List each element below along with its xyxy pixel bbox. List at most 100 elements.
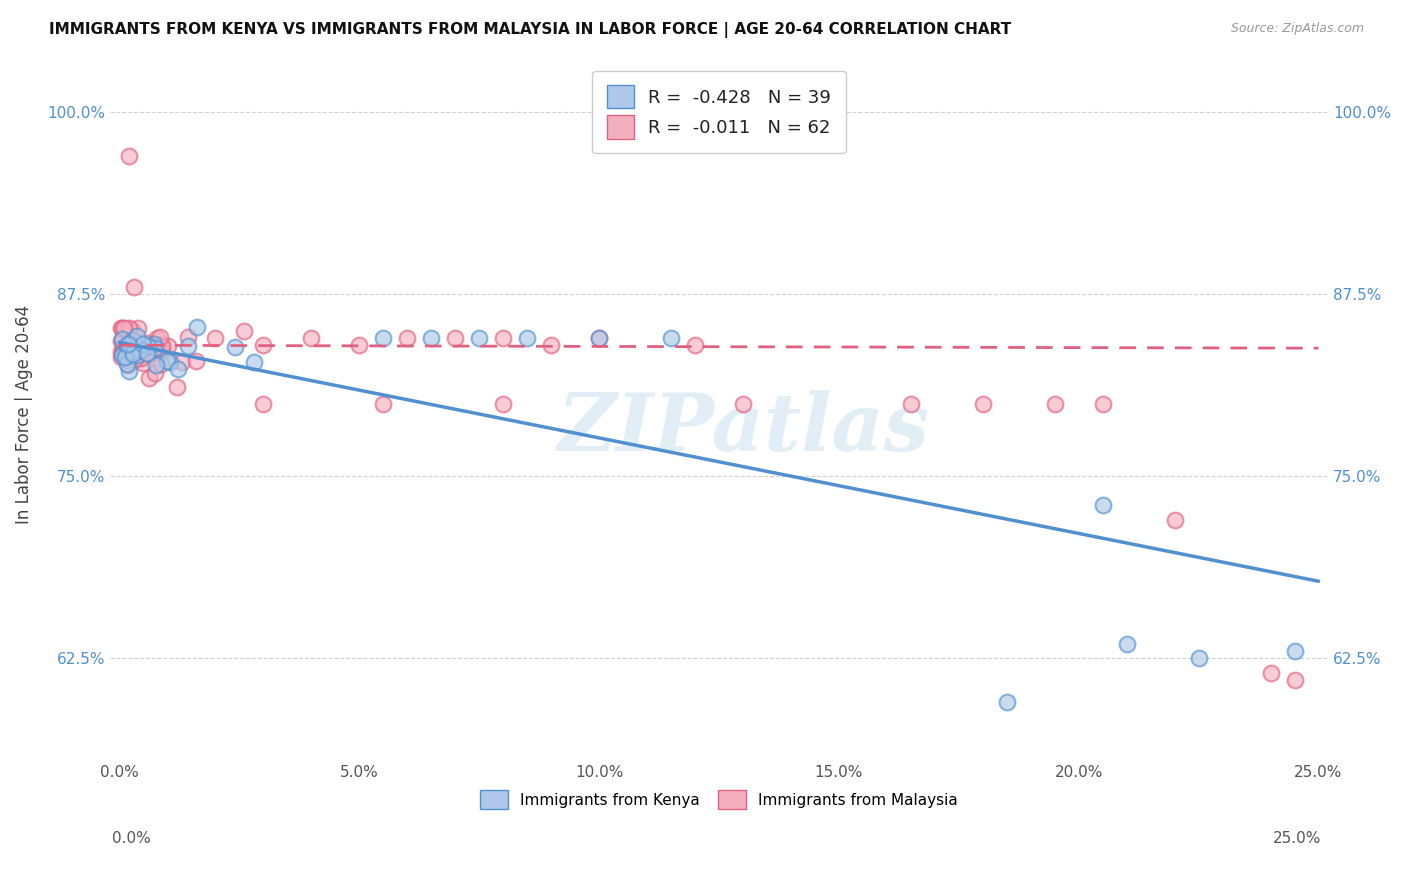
Point (121, 346, 143, 360)
Point (120, 343, 142, 358)
Point (150, 340, 173, 354)
Point (373, 396, 395, 410)
Point (1284, 644, 1306, 658)
Point (540, 338, 562, 352)
Point (177, 339, 200, 353)
Point (120, 334, 142, 349)
Point (117, 364, 139, 378)
Point (110, 334, 132, 348)
Point (145, 359, 167, 373)
Legend: Immigrants from Kenya, Immigrants from Malaysia: Immigrants from Kenya, Immigrants from M… (474, 784, 963, 815)
Point (516, 331, 538, 345)
Point (177, 330, 200, 344)
Point (115, 357, 138, 371)
Point (146, 338, 169, 352)
Point (111, 342, 134, 356)
Point (1115, 637, 1137, 651)
Point (143, 345, 166, 359)
Point (233, 324, 256, 338)
Point (155, 353, 177, 368)
Point (121, 344, 143, 359)
Point (995, 695, 1018, 709)
Point (468, 331, 491, 345)
Point (156, 338, 179, 352)
Point (186, 319, 208, 334)
Point (172, 355, 194, 369)
Point (136, 336, 159, 351)
Point (150, 345, 173, 359)
Point (252, 396, 274, 410)
Point (128, 341, 150, 355)
Point (492, 396, 515, 410)
Point (243, 355, 266, 369)
Point (1163, 513, 1185, 527)
Point (118, 320, 141, 334)
Point (167, 361, 190, 376)
Point (136, 339, 159, 353)
Point (110, 350, 132, 364)
Point (159, 354, 181, 368)
Point (115, 344, 138, 359)
Point (120, 347, 142, 361)
Point (972, 396, 994, 410)
Point (731, 396, 754, 410)
Point (1091, 499, 1114, 513)
Point (122, 333, 145, 347)
Point (114, 350, 136, 364)
Point (347, 338, 370, 352)
Point (121, 323, 143, 337)
Point (138, 370, 160, 384)
Point (492, 331, 515, 345)
Point (122, 280, 145, 294)
Point (588, 331, 610, 345)
Point (127, 347, 149, 361)
Point (252, 338, 274, 352)
Point (115, 339, 138, 353)
Text: 0.0%: 0.0% (112, 831, 152, 846)
Point (110, 334, 132, 349)
Point (299, 331, 322, 345)
Point (444, 331, 467, 345)
Point (124, 352, 146, 367)
Point (659, 331, 682, 345)
Point (149, 330, 172, 344)
Point (204, 331, 226, 345)
Point (166, 380, 188, 394)
Point (1043, 396, 1066, 410)
Point (373, 331, 395, 345)
Point (138, 347, 160, 361)
Point (112, 321, 135, 335)
Point (111, 321, 134, 335)
Point (900, 396, 922, 410)
Point (132, 356, 155, 370)
Point (1284, 673, 1306, 688)
Point (125, 329, 148, 343)
Point (117, 358, 139, 372)
Point (115, 348, 138, 362)
Point (143, 342, 166, 356)
Point (143, 336, 166, 351)
Point (111, 345, 134, 359)
Point (127, 320, 149, 334)
Point (111, 345, 134, 359)
Point (111, 332, 134, 346)
Point (1260, 665, 1282, 680)
Point (110, 321, 132, 335)
Point (118, 149, 141, 163)
Point (110, 345, 132, 359)
Point (136, 345, 159, 359)
Point (110, 346, 132, 360)
Text: IMMIGRANTS FROM KENYA VS IMMIGRANTS FROM MALAYSIA IN LABOR FORCE | AGE 20-64 COR: IMMIGRANTS FROM KENYA VS IMMIGRANTS FROM… (49, 22, 1011, 38)
Point (129, 343, 152, 357)
Point (149, 357, 172, 371)
Point (114, 336, 136, 351)
Point (111, 348, 134, 362)
Text: ZIPatlas: ZIPatlas (557, 390, 929, 467)
Point (129, 351, 152, 365)
Text: 25.0%: 25.0% (1274, 831, 1322, 846)
Point (420, 331, 443, 345)
Point (115, 352, 138, 367)
Y-axis label: In Labor Force | Age 20-64: In Labor Force | Age 20-64 (15, 305, 32, 524)
Point (124, 341, 146, 355)
Point (120, 336, 142, 351)
